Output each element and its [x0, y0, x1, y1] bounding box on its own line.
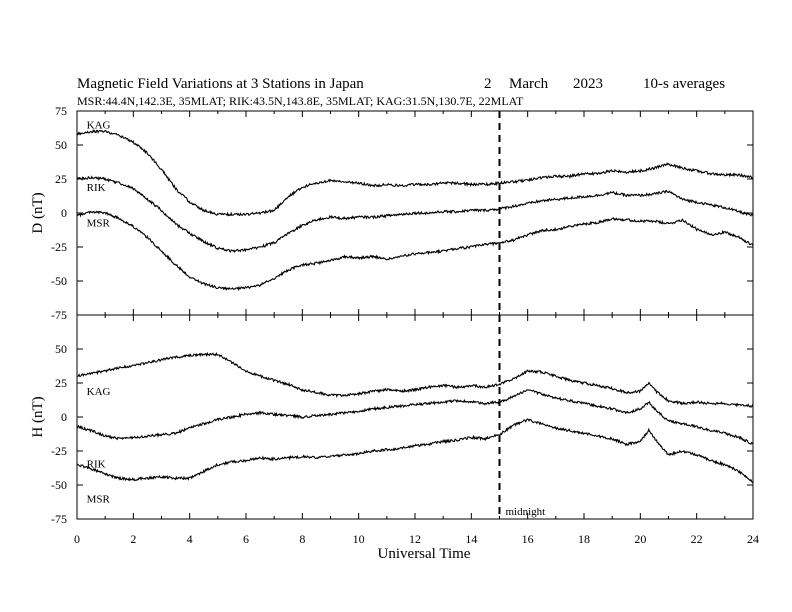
- series-label-d-msr: MSR: [87, 218, 111, 230]
- series-label-d-rik: RIK: [87, 182, 106, 194]
- y-tick-label: 50: [55, 138, 67, 152]
- midnight-label: midnight: [506, 506, 546, 518]
- y-tick-label: 0: [61, 410, 67, 424]
- x-tick-label: 24: [747, 532, 759, 546]
- x-tick-label: 10: [353, 532, 365, 546]
- series-lines: KAG RIK MSR KAG RIK MSR: [76, 120, 754, 506]
- chart-day: 2: [484, 76, 492, 92]
- x-tick-label: 4: [187, 532, 193, 546]
- series-label-d-kag: KAG: [87, 120, 111, 132]
- series-label-h-msr: MSR: [87, 494, 111, 506]
- y-tick-label: 0: [61, 206, 67, 220]
- stations-line: MSR:44.4N,142.3E, 35MLAT; RIK:43.5N,143.…: [77, 94, 524, 108]
- y-tick-label: -75: [51, 512, 67, 526]
- series-line-d-kag: [76, 128, 754, 217]
- x-tick-label: 20: [634, 532, 646, 546]
- y-tick-label: 25: [55, 376, 67, 390]
- chart-year: 2023: [573, 76, 603, 92]
- x-axis-label: Universal Time: [378, 546, 471, 562]
- chart-title: Magnetic Field Variations at 3 Stations …: [77, 76, 364, 92]
- y-tick-label: -25: [51, 444, 67, 458]
- header: Magnetic Field Variations at 3 Stations …: [77, 76, 725, 108]
- x-tick-label: 2: [130, 532, 136, 546]
- x-tick-label: 8: [299, 532, 305, 546]
- series-line-h-msr: [76, 418, 754, 484]
- x-tick-label: 0: [74, 532, 80, 546]
- y-tick-label: 75: [55, 104, 67, 118]
- d-panel: D (nT): [30, 110, 754, 316]
- x-tick-label: 22: [691, 532, 703, 546]
- chart-month: March: [509, 76, 549, 92]
- series-line-h-kag: [76, 351, 754, 408]
- y-tick-label: 50: [55, 342, 67, 356]
- y-tick-label: -25: [51, 240, 67, 254]
- h-panel: H (nT): [30, 314, 754, 520]
- x-tick-label: 16: [522, 532, 534, 546]
- series-label-h-rik: RIK: [87, 458, 106, 470]
- y-tick-label: -50: [51, 478, 67, 492]
- y-tick-label: -75: [51, 308, 67, 322]
- series-label-h-kag: KAG: [87, 386, 111, 398]
- x-tick-label: 18: [578, 532, 590, 546]
- y-tick-label: -50: [51, 274, 67, 288]
- y-tick-label: 25: [55, 172, 67, 186]
- series-line-h-rik: [76, 389, 754, 446]
- chart-averages: 10-s averages: [643, 76, 725, 92]
- x-tick-label: 14: [465, 532, 477, 546]
- series-line-d-rik: [76, 175, 754, 253]
- h-panel-frame: [76, 314, 754, 520]
- series-line-d-msr: [76, 210, 754, 292]
- x-tick-label: 6: [243, 532, 249, 546]
- x-tick-label: 12: [409, 532, 421, 546]
- h-axis-label: H (nT): [30, 396, 46, 437]
- d-axis-label: D (nT): [30, 192, 46, 233]
